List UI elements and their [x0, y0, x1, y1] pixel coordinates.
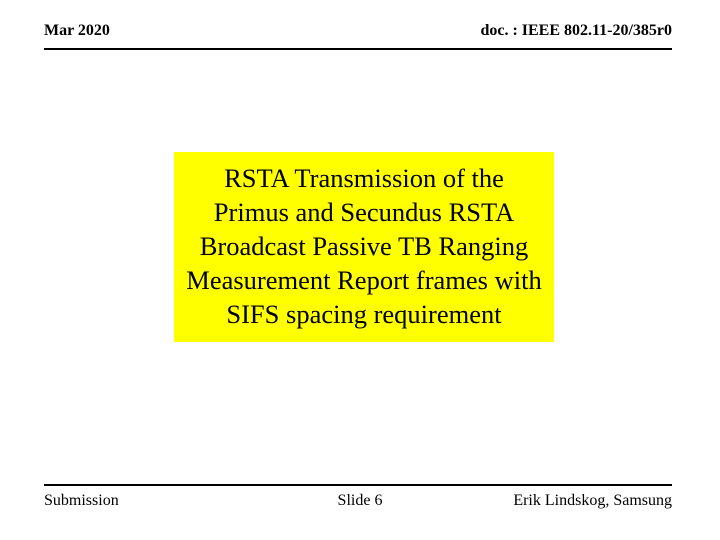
footer-divider — [44, 484, 672, 486]
header-row: Mar 2020 doc. : IEEE 802.11-20/385r0 — [44, 22, 672, 46]
footer-author: Erik Lindskog, Samsung — [513, 492, 672, 510]
header-date: Mar 2020 — [44, 22, 110, 40]
slide-title: RSTA Transmission of the Primus and Secu… — [186, 162, 542, 332]
slide-header: Mar 2020 doc. : IEEE 802.11-20/385r0 — [0, 22, 720, 50]
highlighted-title-box: RSTA Transmission of the Primus and Secu… — [174, 152, 554, 342]
slide-footer: Submission Slide 6 Erik Lindskog, Samsun… — [0, 484, 720, 510]
footer-row: Submission Slide 6 Erik Lindskog, Samsun… — [44, 492, 672, 510]
footer-submission-label: Submission — [44, 492, 119, 510]
header-divider — [44, 48, 672, 50]
footer-slide-number: Slide 6 — [338, 492, 383, 510]
header-doc-ref: doc. : IEEE 802.11-20/385r0 — [480, 22, 672, 40]
